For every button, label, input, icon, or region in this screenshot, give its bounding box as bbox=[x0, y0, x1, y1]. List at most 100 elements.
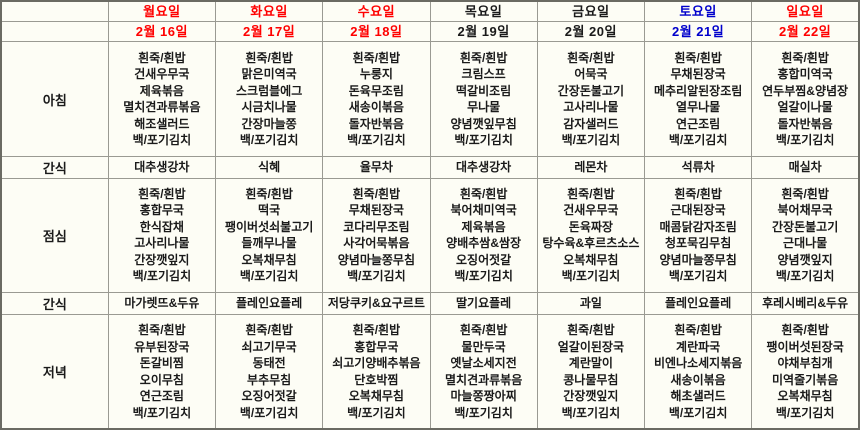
dish-item: 석류차 bbox=[681, 159, 715, 174]
day-date-header-6: 2월 21일 bbox=[643, 21, 753, 43]
dish-item: 시금치나물 bbox=[241, 100, 297, 114]
dish-item: 스크럼블에그 bbox=[236, 83, 303, 98]
dish-item: 간장돈불고기 bbox=[772, 219, 839, 234]
dish-item: 흰죽/흰밥 bbox=[459, 186, 508, 201]
dish-item: 누룽지 bbox=[359, 67, 393, 81]
dish-item: 돈육무조림 bbox=[348, 83, 404, 98]
meal-cell-r1-c3: 흰죽/흰밥 누룽지 돈육무조림 새송이볶음 돌자반볶음 백/포기김치 bbox=[322, 41, 431, 157]
dish-item: 청포묵김무침 bbox=[665, 236, 732, 251]
dish-item: 백/포기김치 bbox=[347, 405, 406, 420]
dish-item: 단호박찜 bbox=[354, 372, 399, 387]
dish-item: 플레인요플레 bbox=[665, 296, 732, 311]
dish-item: 연두부찜&양념장 bbox=[762, 83, 849, 98]
meal-cell-r3-c6: 흰죽/흰밥 근대된장국 매콤닭감자조림 청포묵김무침 양념마늘쫑무침 백/포기김치 bbox=[643, 177, 753, 294]
dish-item: 흰죽/흰밥 bbox=[138, 323, 186, 338]
dish-item: 후레시베리&두유 bbox=[762, 296, 849, 311]
dish-item: 플레인요플레 bbox=[236, 296, 303, 311]
meal-cell-r5-c2: 흰죽/흰밥 쇠고기무국 동태전 부추무침 오징어젓갈 백/포기김치 bbox=[214, 314, 324, 430]
dish-item: 마늘쫑짱아찌 bbox=[450, 389, 517, 404]
dish-item: 메추리알된장조림 bbox=[653, 83, 743, 98]
dish-item: 백/포기김치 bbox=[132, 133, 192, 147]
day-date-header-2: 2월 17일 bbox=[214, 21, 324, 43]
meal-cell-r2-c6: 석류차 bbox=[643, 155, 753, 179]
dish-item: 백/포기김치 bbox=[775, 405, 835, 420]
day-name-header-4: 목요일 bbox=[429, 0, 538, 23]
dish-item: 매실차 bbox=[788, 159, 822, 174]
meal-cell-r2-c5: 레몬차 bbox=[536, 155, 646, 179]
dish-item: 간장깻잎지 bbox=[134, 252, 190, 267]
dish-item: 백/포기김치 bbox=[239, 133, 299, 147]
day-name-header-2: 화요일 bbox=[214, 0, 324, 23]
dish-item: 멸치견과류볶음 bbox=[123, 100, 201, 114]
dish-item: 율무차 bbox=[359, 159, 393, 174]
header-row-dates: 2월 16일 2월 17일 2월 18일 2월 19일 2월 20일 2월 21일 2월 2… bbox=[0, 21, 860, 43]
meal-cell-r3-c4: 흰죽/흰밥 북어채미역국 제육볶음 양배추쌈&쌈장 오징어젓갈 백/포기김치 bbox=[429, 177, 538, 294]
dish-item: 양념마늘쫑무침 bbox=[659, 252, 737, 267]
day-name-header-5: 금요일 bbox=[536, 0, 646, 23]
dish-item: 돌자반볶음 bbox=[777, 116, 833, 131]
dish-item: 간장돈불고기 bbox=[557, 83, 624, 98]
meal-cell-r2-c3: 율무차 bbox=[322, 155, 431, 179]
dish-item: 돌자반볶음 bbox=[348, 116, 404, 131]
meal-cell-r4-c7: 후레시베리&두유 bbox=[751, 291, 860, 316]
dish-item: 백/포기김치 bbox=[561, 269, 621, 284]
dish-item: 간장마늘쫑 bbox=[241, 116, 297, 131]
meal-cell-r3-c3: 흰죽/흰밥 무채된장국 코다리무조림 사각어묵볶음 양념마늘쫑무침 백/포기김치 bbox=[322, 177, 431, 294]
day-name-header-1: 월요일 bbox=[107, 0, 217, 23]
dish-item: 한식잡채 bbox=[139, 219, 184, 234]
dish-item: 고사리나물 bbox=[563, 100, 619, 114]
dish-item: 오이무침 bbox=[139, 372, 184, 387]
dish-item: 물만두국 bbox=[461, 339, 506, 354]
dish-item: 홍합무국 bbox=[354, 339, 399, 354]
dish-item: 홍합무국 bbox=[139, 203, 184, 218]
dish-item: 돈육짜장 bbox=[568, 219, 613, 234]
dish-item: 새송이볶음 bbox=[670, 372, 726, 387]
dish-item: 떡국 bbox=[258, 203, 281, 218]
meal-cell-r1-c6: 흰죽/흰밥 무채된장국 메추리알된장조림 열무나물 연근조림 백/포기김치 bbox=[643, 41, 753, 157]
dish-item: 새송이볶음 bbox=[348, 100, 404, 114]
meal-cell-r4-c5: 과일 bbox=[536, 291, 646, 316]
meal-cell-r4-c1: 마가렛뜨&두유 bbox=[107, 291, 217, 316]
meal-cell-r2-c1: 대추생강차 bbox=[107, 155, 217, 179]
dish-item: 백/포기김치 bbox=[561, 133, 621, 147]
dish-item: 무채된장국 bbox=[670, 67, 726, 81]
dish-item: 백/포기김치 bbox=[454, 405, 513, 420]
dish-item: 쇠고기무국 bbox=[241, 339, 297, 354]
meal-cell-r2-c2: 식혜 bbox=[214, 155, 324, 179]
dish-item: 흰죽/흰밥 bbox=[245, 186, 293, 201]
dish-item: 어묵국 bbox=[574, 67, 608, 81]
dish-item: 간장깻잎지 bbox=[563, 389, 619, 404]
dish-item: 오복채무침 bbox=[348, 389, 404, 404]
dish-item: 탕수육&후르츠소스 bbox=[542, 236, 640, 251]
dish-item: 대추생강차 bbox=[456, 159, 512, 174]
dish-item: 흰죽/흰밥 bbox=[567, 186, 615, 201]
dish-item: 크림스프 bbox=[461, 67, 506, 81]
meal-cell-r1-c5: 흰죽/흰밥 어묵국 간장돈불고기 고사리나물 감자샐러드 백/포기김치 bbox=[536, 41, 646, 157]
row-label-2: 간식 bbox=[0, 155, 109, 179]
dish-item: 양배추쌈&쌈장 bbox=[446, 236, 522, 251]
dish-item: 부추무침 bbox=[247, 372, 292, 387]
meal-row-meal-1: 아침 흰죽/흰밥 건새우무국 제육볶음 멸치견과류볶음 해조샐러드 백/포기김치 흰죽/흰밥 맑… bbox=[0, 41, 860, 157]
day-name-header-6: 토요일 bbox=[643, 0, 753, 23]
dish-item: 해초샐러드 bbox=[670, 389, 726, 404]
dish-item: 얼갈이나물 bbox=[777, 100, 833, 114]
dish-item: 북어채미역국 bbox=[450, 203, 517, 218]
dish-item: 대추생강차 bbox=[134, 159, 190, 174]
dish-item: 야채부침개 bbox=[777, 356, 833, 371]
meal-cell-r4-c3: 저당쿠키&요구르트 bbox=[322, 291, 431, 316]
dish-item: 계란말이 bbox=[568, 356, 613, 371]
day-name-header-7: 일요일 bbox=[751, 0, 860, 23]
dish-item: 양념마늘쫑무침 bbox=[337, 252, 416, 267]
dish-item: 흰죽/흰밥 bbox=[459, 50, 508, 65]
day-date-header-7: 2월 22일 bbox=[751, 21, 860, 43]
dish-item: 쇠고기양배추볶음 bbox=[332, 356, 421, 371]
dish-item: 흰죽/흰밥 bbox=[674, 50, 722, 65]
meal-row-snack-4: 간식 마가렛뜨&두유 플레인요플레 저당쿠키&요구르트 딸기요플레 과일 플레인요플레 후레시… bbox=[0, 291, 860, 316]
meal-cell-r5-c7: 흰죽/흰밥 팽이버섯된장국 야채부침개 미역줄기볶음 오복채무침 백/포기김치 bbox=[751, 314, 860, 430]
dish-item: 해조샐러드 bbox=[134, 116, 190, 131]
dish-item: 마가렛뜨&두유 bbox=[124, 296, 200, 311]
dish-item: 식혜 bbox=[258, 159, 281, 174]
dish-item: 근대된장국 bbox=[670, 203, 726, 218]
dish-item: 양념깻잎지 bbox=[777, 252, 833, 267]
